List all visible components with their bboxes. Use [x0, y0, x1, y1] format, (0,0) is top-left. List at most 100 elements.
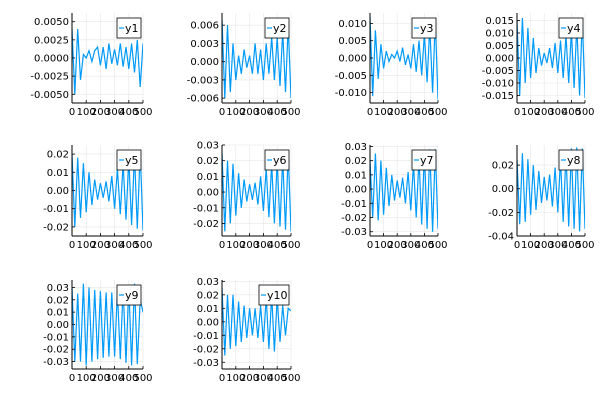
x-tick-label-5: 500 [133, 240, 152, 251]
y-tick-label-4: 0.006 [190, 21, 219, 32]
x-tick-label-3: 300 [401, 107, 420, 118]
legend-box-y9 [116, 284, 142, 306]
y-tick-label-1: -0.01 [43, 204, 69, 215]
x-tick-label-4: 400 [562, 240, 581, 251]
legend-label-y5: y5 [125, 154, 139, 167]
x-tick-label-0: 0 [219, 107, 225, 118]
y-tick-label-3: 0.02 [492, 161, 514, 172]
y-tick-label-3: 0.00 [345, 185, 367, 196]
legend-label-y4: y4 [567, 22, 581, 35]
x-tick-label-0: 0 [514, 107, 520, 118]
legend-y8: y8 [558, 149, 584, 171]
x-tick-label-1: 100 [77, 240, 96, 251]
y-tick-label-4: 0.010 [338, 19, 367, 30]
y-tick-label-3: 0.00 [47, 320, 69, 331]
legend-label-y2: y2 [273, 22, 287, 35]
x-tick-label-5: 500 [133, 107, 152, 118]
subplot-y2: -0.006 -0.003 0.000 0.003 0.006 0 100200300400… [187, 13, 301, 118]
x-tick-label-4: 400 [562, 107, 581, 118]
x-tick-label-1: 100 [374, 107, 393, 118]
x-tick-label-3: 300 [254, 240, 273, 251]
y-tick-label-3: 0.003 [190, 39, 219, 50]
x-tick-label-3: 300 [254, 107, 273, 118]
y-tick-label-2: 0.00 [47, 186, 69, 197]
legend-box-y3 [411, 17, 437, 39]
legend-y9: y9 [116, 284, 142, 306]
x-tick-label-2: 200 [535, 107, 554, 118]
y-tick-label-2: 0.0000 [34, 54, 69, 65]
y-tick-label-2: 0.00 [197, 188, 219, 199]
y-tick-label-1: -0.02 [488, 208, 514, 219]
series-line-y4 [517, 17, 585, 99]
x-tick-label-0: 0 [367, 107, 373, 118]
subplot-y1: -0.0050 -0.0025 0.0000 0.0025 0.0050 0 1002003… [30, 13, 153, 118]
x-tick-label-0: 0 [514, 240, 520, 251]
x-tick-label-2: 200 [240, 107, 259, 118]
y-tick-label-5: 0.02 [47, 295, 69, 306]
y-tick-label-5: 0.02 [345, 156, 367, 167]
y-tick-label-1: -0.01 [193, 203, 219, 214]
x-tick-label-4: 400 [268, 240, 287, 251]
y-tick-label-6: 0.03 [47, 283, 69, 294]
x-tick-label-4: 400 [268, 373, 287, 384]
y-tick-label-5: 0.010 [485, 29, 514, 40]
y-tick-label-3: 0.005 [338, 36, 367, 47]
x-tick-label-5: 500 [133, 373, 152, 384]
legend-box-y5 [116, 149, 142, 171]
series-line-y8 [517, 147, 585, 232]
y-tick-label-0: -0.015 [482, 91, 514, 102]
x-tick-label-0: 0 [69, 240, 75, 251]
y-tick-label-5: 0.02 [197, 290, 219, 301]
legend-y6: y6 [264, 149, 290, 171]
x-tick-label-1: 100 [77, 373, 96, 384]
subplot-y4: -0.015-0.010 -0.0050.000 0.0050.010 0.015 0 1… [482, 13, 595, 118]
legend-box-y6 [264, 149, 290, 171]
x-tick-label-2: 200 [240, 373, 259, 384]
y-tick-label-6: 0.03 [197, 277, 219, 288]
x-tick-label-3: 300 [548, 240, 567, 251]
x-tick-label-3: 300 [548, 107, 567, 118]
x-tick-label-2: 200 [91, 107, 110, 118]
x-tick-label-0: 0 [69, 373, 75, 384]
y-tick-label-4: 0.01 [345, 170, 367, 181]
y-tick-label-1: -0.02 [341, 213, 367, 224]
x-tick-label-4: 400 [415, 107, 434, 118]
x-tick-label-2: 200 [91, 240, 110, 251]
y-tick-label-6: 0.03 [345, 142, 367, 153]
y-tick-label-0: -0.02 [193, 219, 219, 230]
y-tick-label-3: 0.01 [47, 168, 69, 179]
y-tick-label-1: -0.02 [43, 345, 69, 356]
legend-y1: y1 [116, 17, 142, 39]
y-tick-label-0: -0.03 [341, 227, 367, 238]
y-tick-label-4: 0.02 [197, 156, 219, 167]
y-tick-label-2: -0.01 [193, 331, 219, 342]
y-tick-label-3: 0.000 [485, 54, 514, 65]
series-line-y10 [222, 288, 291, 356]
x-tick-label-3: 300 [105, 107, 124, 118]
x-tick-label-3: 300 [105, 240, 124, 251]
y-tick-label-2: -0.01 [341, 199, 367, 210]
series-line-y2 [222, 19, 291, 99]
legend-label-y8: y8 [567, 154, 581, 167]
legend-label-y3: y3 [420, 22, 434, 35]
y-tick-label-4: 0.02 [47, 150, 69, 161]
x-tick-label-1: 100 [226, 240, 245, 251]
x-tick-label-4: 400 [119, 107, 138, 118]
legend-box-y2 [264, 17, 290, 39]
legend-box-y7 [411, 149, 437, 171]
legend-label-y9: y9 [125, 289, 139, 302]
x-tick-label-0: 0 [69, 107, 75, 118]
legend-label-y10: y10 [267, 289, 288, 302]
subplot-y10: -0.03 -0.02 -0.01 0.00 0.01 0.02 0.03 0 10020030… [193, 277, 300, 384]
x-tick-label-1: 100 [521, 240, 540, 251]
y-tick-label-3: 0.00 [197, 317, 219, 328]
x-tick-label-3: 300 [401, 240, 420, 251]
y-tick-label-0: -0.03 [43, 357, 69, 368]
series-line-y9 [72, 283, 143, 366]
y-tick-label-2: -0.005 [482, 66, 514, 77]
x-tick-label-0: 0 [367, 240, 373, 251]
x-tick-label-1: 100 [226, 107, 245, 118]
